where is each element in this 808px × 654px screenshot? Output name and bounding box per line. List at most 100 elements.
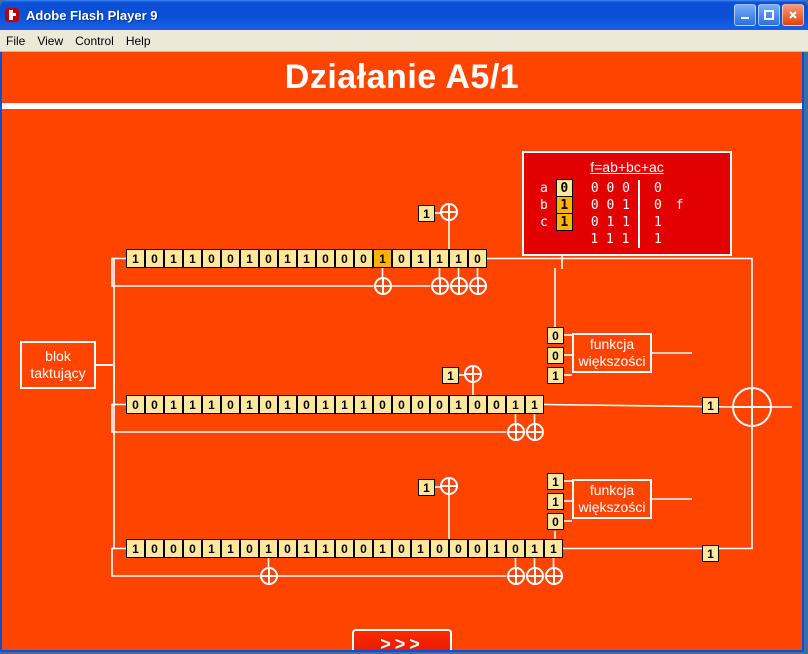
truth-table: f=ab+bc+aca00 0 00b10 0 10fc10 1 111 1 1… bbox=[522, 151, 732, 256]
reg1-bit: 1 bbox=[449, 249, 468, 268]
reg2-bit: 1 bbox=[240, 395, 259, 414]
reg1-bit: 0 bbox=[221, 249, 240, 268]
clock-box: bloktaktujący bbox=[20, 341, 96, 389]
reg2-bit: 1 bbox=[525, 395, 544, 414]
reg2-bit: 0 bbox=[487, 395, 506, 414]
majority-input-bit: 1 bbox=[547, 367, 564, 384]
reg2-bit: 1 bbox=[354, 395, 373, 414]
reg2-bit: 1 bbox=[316, 395, 335, 414]
reg2-bit: 1 bbox=[202, 395, 221, 414]
majority-input-bit: 1 bbox=[547, 493, 564, 510]
reg3-bit: 0 bbox=[506, 539, 525, 558]
reg3-bit: 0 bbox=[354, 539, 373, 558]
reg1-bit: 1 bbox=[164, 249, 183, 268]
app-icon bbox=[4, 7, 20, 23]
reg3-bit: 1 bbox=[487, 539, 506, 558]
xor-icon bbox=[440, 203, 458, 221]
reg3-bit: 1 bbox=[316, 539, 335, 558]
reg2-bit: 1 bbox=[164, 395, 183, 414]
diagram-stage: >>> 101100101100010111000111010101110000… bbox=[2, 109, 802, 649]
titlebar: Adobe Flash Player 9 bbox=[0, 0, 808, 30]
menu-view[interactable]: View bbox=[37, 34, 63, 48]
reg3-bit: 0 bbox=[335, 539, 354, 558]
reg3-bit: 1 bbox=[126, 539, 145, 558]
reg1-bit: 0 bbox=[392, 249, 411, 268]
reg1-bit: 0 bbox=[202, 249, 221, 268]
majority-input-bit: 0 bbox=[547, 327, 564, 344]
floating-bit: 1 bbox=[702, 545, 719, 562]
reg3-bit: 0 bbox=[164, 539, 183, 558]
reg3-bit: 0 bbox=[278, 539, 297, 558]
reg1-bit: 1 bbox=[373, 249, 392, 268]
reg3-bit: 1 bbox=[297, 539, 316, 558]
majority-box: funkcjawiększości bbox=[572, 333, 652, 373]
reg1-bit: 0 bbox=[468, 249, 487, 268]
content-area: Działanie A5/1 >>> 101100101100010111000… bbox=[0, 52, 804, 652]
reg3-bit: 1 bbox=[411, 539, 430, 558]
majority-box: funkcjawiększości bbox=[572, 479, 652, 519]
reg2-bit: 0 bbox=[221, 395, 240, 414]
reg2-bit: 0 bbox=[297, 395, 316, 414]
reg2-bit: 0 bbox=[126, 395, 145, 414]
page-title: Działanie A5/1 bbox=[2, 52, 802, 97]
reg3-tap-xor bbox=[545, 567, 563, 585]
reg1-tap-xor bbox=[431, 277, 449, 295]
reg2-tap-xor bbox=[526, 423, 544, 441]
majority-input-bit: 0 bbox=[547, 347, 564, 364]
reg1-bit: 1 bbox=[430, 249, 449, 268]
majority-input-bit: 1 bbox=[547, 473, 564, 490]
reg3-bit: 1 bbox=[373, 539, 392, 558]
reg1-tap-xor bbox=[374, 277, 392, 295]
menu-help[interactable]: Help bbox=[126, 34, 151, 48]
reg1-bit: 1 bbox=[240, 249, 259, 268]
reg3-bit: 0 bbox=[145, 539, 164, 558]
reg3-bit: 0 bbox=[392, 539, 411, 558]
reg2-bit: 1 bbox=[335, 395, 354, 414]
reg2-bit: 0 bbox=[430, 395, 449, 414]
reg3-tap-xor bbox=[526, 567, 544, 585]
floating-bit: 1 bbox=[442, 367, 459, 384]
reg3-tap-xor bbox=[260, 567, 278, 585]
maximize-button[interactable] bbox=[758, 4, 780, 26]
reg1-tap-xor bbox=[450, 277, 468, 295]
reg3-bit: 0 bbox=[183, 539, 202, 558]
window-controls bbox=[734, 4, 804, 26]
reg3-bit: 1 bbox=[221, 539, 240, 558]
reg2-bit: 0 bbox=[259, 395, 278, 414]
menu-file[interactable]: File bbox=[6, 34, 25, 48]
reg3-tap-xor bbox=[507, 567, 525, 585]
reg3-bit: 1 bbox=[544, 539, 563, 558]
floating-bit: 1 bbox=[418, 479, 435, 496]
reg1-bit: 1 bbox=[278, 249, 297, 268]
reg1-bit: 1 bbox=[411, 249, 430, 268]
reg3-bit: 0 bbox=[430, 539, 449, 558]
reg3-bit: 0 bbox=[449, 539, 468, 558]
reg3-bit: 1 bbox=[259, 539, 278, 558]
reg2-bit: 0 bbox=[373, 395, 392, 414]
reg2-bit: 0 bbox=[411, 395, 430, 414]
next-button[interactable]: >>> bbox=[352, 629, 452, 652]
reg1-tap-xor bbox=[469, 277, 487, 295]
majority-input-bit: 0 bbox=[547, 513, 564, 530]
output-xor bbox=[732, 387, 772, 427]
window-title: Adobe Flash Player 9 bbox=[26, 8, 734, 23]
minimize-button[interactable] bbox=[734, 4, 756, 26]
menu-control[interactable]: Control bbox=[75, 34, 114, 48]
reg2-bit: 1 bbox=[449, 395, 468, 414]
reg1-bit: 1 bbox=[126, 249, 145, 268]
reg2-bit: 0 bbox=[392, 395, 411, 414]
truth-title: f=ab+bc+ac bbox=[532, 159, 722, 175]
reg1-bit: 0 bbox=[259, 249, 278, 268]
close-button[interactable] bbox=[782, 4, 804, 26]
menubar: File View Control Help bbox=[0, 30, 808, 52]
reg1-bit: 1 bbox=[183, 249, 202, 268]
reg1-bit: 0 bbox=[354, 249, 373, 268]
reg1-bit: 0 bbox=[335, 249, 354, 268]
xor-icon bbox=[464, 365, 482, 383]
reg2-bit: 1 bbox=[183, 395, 202, 414]
reg1-bit: 0 bbox=[145, 249, 164, 268]
reg2-bit: 1 bbox=[278, 395, 297, 414]
reg1-bit: 1 bbox=[297, 249, 316, 268]
reg3-bit: 0 bbox=[468, 539, 487, 558]
floating-bit: 1 bbox=[418, 205, 435, 222]
